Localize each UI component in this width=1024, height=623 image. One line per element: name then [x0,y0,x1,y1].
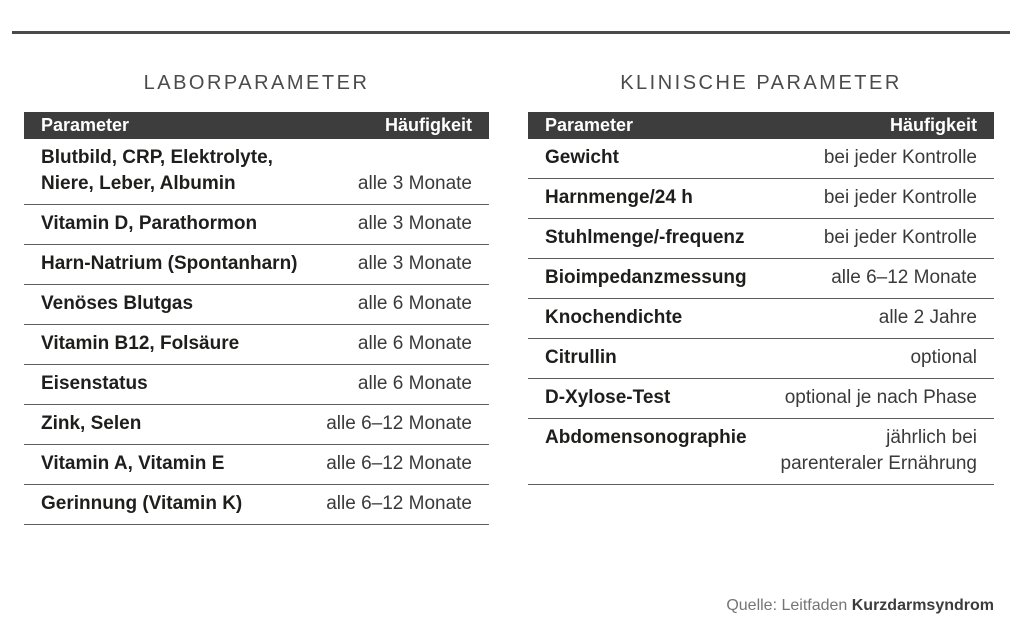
table-row: Vitamin A, Vitamin E alle 6–12 Monate [24,445,489,485]
table-header-row: Parameter Häufigkeit [24,112,489,139]
table-row: Harnmenge/24 h bei jeder Kontrolle [528,179,994,219]
table-title-laborparameter: LABORPARAMETER [143,72,370,94]
parameter-cell: Harn-Natrium (Spontanharn) [41,253,298,274]
parameter-cell: Knochendichte [545,307,683,328]
frequency-cell: alle 6–12 Monate [326,493,472,514]
source-prefix: Quelle: Leitfaden [726,597,852,614]
clinical-parameters-table: KLINISCHE PARAMETER Parameter Häufigkeit… [528,70,994,485]
parameter-cell: Gewicht [545,147,619,168]
column-header-frequency: Häufigkeit [384,115,472,135]
frequency-cell: optional [910,347,977,368]
source-attribution: Quelle: Leitfaden Kurzdarmsyndrom [726,597,994,615]
frequency-cell: bei jeder Kontrolle [823,187,977,208]
top-divider-rule [12,31,1010,34]
frequency-cell: optional je nach Phase [784,387,977,408]
table-row: D-Xylose-Test optional je nach Phase [528,379,994,419]
frequency-cell: alle 3 Monate [357,253,472,274]
frequency-cell: alle 6–12 Monate [326,413,472,434]
column-header-parameter: Parameter [545,115,634,135]
table-row: Blutbild, CRP, Elektrolyte, Niere, Leber… [24,139,489,205]
parameter-cell: Harnmenge/24 h [545,187,693,208]
parameter-cell: Vitamin D, Parathormon [41,213,258,234]
table-row: Bioimpedanzmessung alle 6–12 Monate [528,259,994,299]
table-row: Harn-Natrium (Spontanharn) alle 3 Monate [24,245,489,285]
frequency-cell: alle 6–12 Monate [326,453,472,474]
frequency-cell: bei jeder Kontrolle [823,227,977,248]
table-body: Blutbild, CRP, Elektrolyte, Niere, Leber… [24,139,489,525]
table-row: Knochendichte alle 2 Jahre [528,299,994,339]
table-row: Eisenstatus alle 6 Monate [24,365,489,405]
parameter-cell: Gerinnung (Vitamin K) [41,493,243,514]
table-row: Abdomensonographie jährlich bei parentera… [528,419,994,485]
table-row: Vitamin D, Parathormon alle 3 Monate [24,205,489,245]
table-row: Vitamin B12, Folsäure alle 6 Monate [24,325,489,365]
table-row: Zink, Selen alle 6–12 Monate [24,405,489,445]
frequency-cell: jährlich bei parenteraler Ernährung [780,427,977,474]
frequency-cell: alle 2 Jahre [878,307,977,328]
frequency-cell: alle 6 Monate [357,333,472,354]
table-row: Gerinnung (Vitamin K) alle 6–12 Monate [24,485,489,525]
frequency-cell: alle 6 Monate [357,373,472,394]
table-row: Venöses Blutgas alle 6 Monate [24,285,489,325]
table-row: Citrullin optional [528,339,994,379]
frequency-cell: alle 3 Monate [357,173,472,194]
parameter-cell: Vitamin B12, Folsäure [41,333,240,354]
frequency-cell: alle 3 Monate [357,213,472,234]
parameter-cell: Zink, Selen [41,413,142,434]
table-row: Gewicht bei jeder Kontrolle [528,139,994,179]
table-body: Gewicht bei jeder Kontrolle Harnmenge/24 h… [528,139,994,485]
table-row: Stuhlmenge/-frequenz bei jeder Kontrolle [528,219,994,259]
parameter-cell: D-Xylose-Test [545,387,671,408]
parameter-cell: Vitamin A, Vitamin E [41,453,225,474]
column-header-parameter: Parameter [41,115,130,135]
parameter-cell: Blutbild, CRP, Elektrolyte, Niere, Leber… [41,147,273,194]
parameter-cell: Citrullin [545,347,617,368]
frequency-cell: alle 6 Monate [357,293,472,314]
table-header-row: Parameter Häufigkeit [528,112,994,139]
frequency-cell: alle 6–12 Monate [831,267,977,288]
source-title: Kurzdarmsyndrom [851,597,994,614]
column-header-frequency: Häufigkeit [889,115,977,135]
frequency-cell: bei jeder Kontrolle [823,147,977,168]
lab-parameters-table: LABORPARAMETER Parameter Häufigkeit Blut… [24,70,489,525]
table-title-klinische-parameter: KLINISCHE PARAMETER [620,72,902,94]
parameter-cell: Bioimpedanzmessung [545,267,747,288]
parameter-cell: Abdomensonographie [545,427,747,448]
parameter-cell: Stuhlmenge/-frequenz [545,227,745,248]
parameter-cell: Venöses Blutgas [41,293,194,314]
parameter-cell: Eisenstatus [41,373,148,394]
